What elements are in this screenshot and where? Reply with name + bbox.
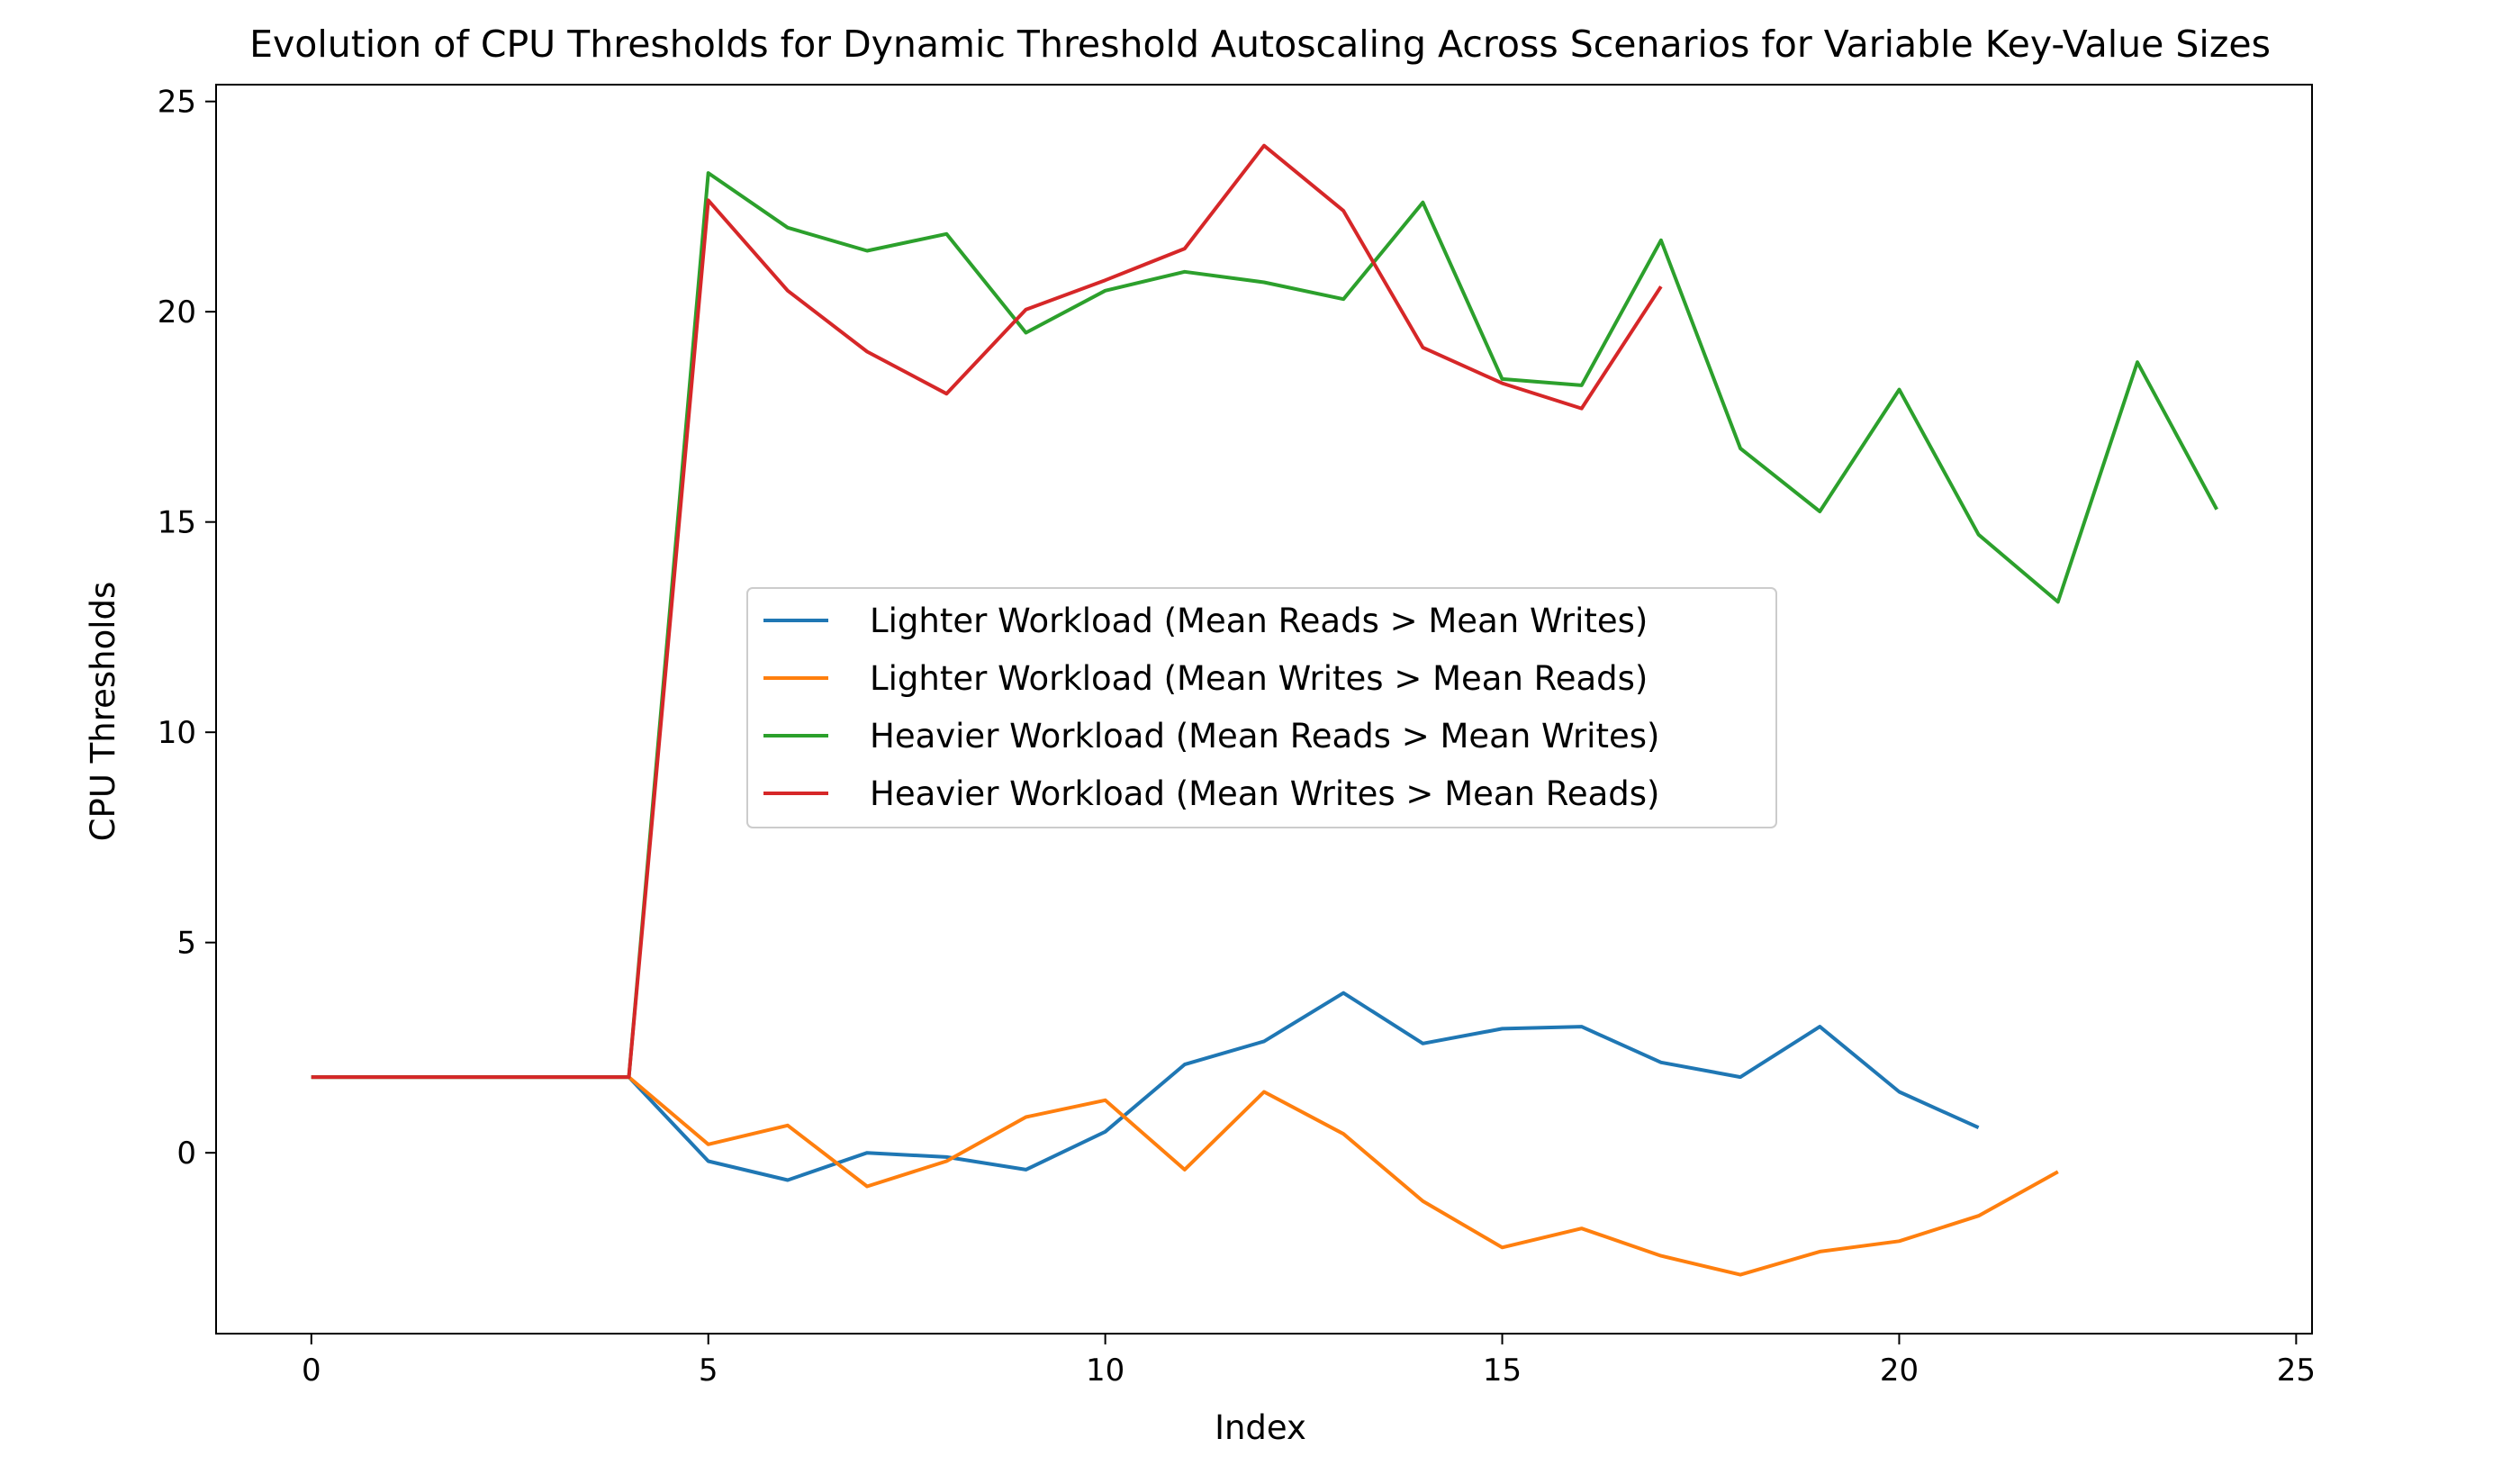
- x-tick-label: 0: [302, 1353, 321, 1389]
- y-tick-label: 5: [176, 926, 196, 962]
- x-tick-label: 5: [699, 1353, 718, 1389]
- legend-label: Heavier Workload (Mean Writes > Mean Rea…: [870, 774, 1659, 813]
- x-axis-label: Index: [1215, 1408, 1306, 1447]
- legend-label: Lighter Workload (Mean Writes > Mean Rea…: [870, 659, 1648, 698]
- legend-items: Lighter Workload (Mean Reads > Mean Writ…: [763, 602, 1659, 813]
- legend-box: [746, 587, 1777, 828]
- x-tick-label: 15: [1483, 1353, 1522, 1389]
- x-tick-label: 10: [1086, 1353, 1125, 1389]
- legend-item-3: Heavier Workload (Mean Reads > Mean Writ…: [763, 717, 1659, 756]
- x-axis: 0 5 10 15 20 25: [302, 1334, 2316, 1389]
- legend-label: Heavier Workload (Mean Reads > Mean Writ…: [870, 717, 1659, 756]
- x-tick-label: 20: [1880, 1353, 1919, 1389]
- legend: Lighter Workload (Mean Reads > Mean Writ…: [746, 587, 1777, 828]
- x-tick-label: 25: [2277, 1353, 2316, 1389]
- y-tick-label: 20: [158, 294, 196, 330]
- plot-area: 0 5 10 15 20 25 0 5 10 15 20 25: [158, 84, 2316, 1389]
- legend-item-4: Heavier Workload (Mean Writes > Mean Rea…: [763, 774, 1659, 813]
- legend-item-1: Lighter Workload (Mean Reads > Mean Writ…: [763, 602, 1648, 640]
- y-axis: 0 5 10 15 20 25: [158, 85, 216, 1172]
- y-tick-label: 15: [158, 505, 196, 541]
- plot-frame: [215, 84, 2313, 1335]
- series-layer: [311, 143, 2218, 1277]
- chart-title: Evolution of CPU Thresholds for Dynamic …: [249, 23, 2271, 66]
- series-line-2: [311, 1075, 2059, 1277]
- series-line-4: [311, 143, 1663, 1080]
- y-tick-label: 0: [176, 1136, 196, 1172]
- y-tick-label: 10: [158, 715, 196, 751]
- series-line-1: [311, 991, 1980, 1182]
- legend-label: Lighter Workload (Mean Reads > Mean Writ…: [870, 602, 1648, 640]
- legend-item-2: Lighter Workload (Mean Writes > Mean Rea…: [763, 659, 1648, 698]
- y-tick-label: 25: [158, 85, 196, 121]
- y-axis-label: CPU Thresholds: [84, 582, 122, 842]
